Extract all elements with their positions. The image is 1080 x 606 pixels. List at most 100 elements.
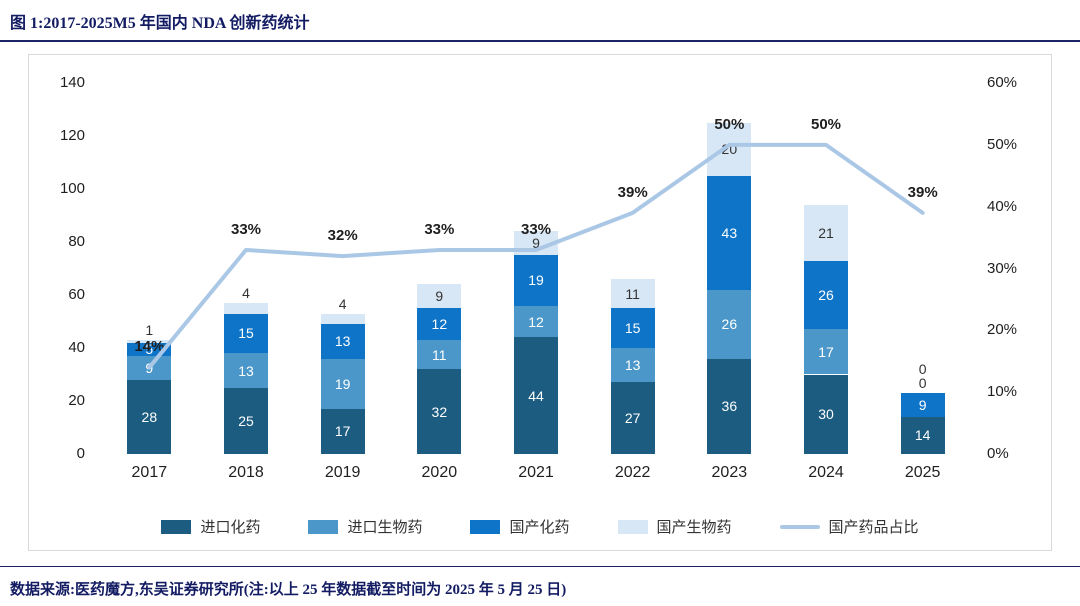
bar-segment-value: 12 [528, 313, 544, 330]
bar-segment [610, 279, 655, 309]
y-axis-left-tick: 0 [76, 445, 85, 462]
legend-label: 进口化药 [200, 519, 261, 536]
bar-segment-value: 9 [435, 288, 444, 305]
bar-segment-value: 5 [145, 341, 154, 358]
bar-segment-value: 4 [242, 284, 250, 301]
line-point-label: 14% [134, 338, 165, 356]
bar-segment [610, 348, 655, 383]
bar-segment [900, 393, 945, 417]
y-axis-right-tick: 40% [987, 197, 1018, 215]
bar-segment-value: 14 [914, 427, 931, 444]
bar-segment-value: 15 [238, 325, 254, 342]
y-axis-right-tick: 10% [987, 383, 1018, 401]
bar-segment-value: 17 [818, 343, 834, 360]
x-axis-category: 2021 [518, 464, 554, 481]
bar-segment-value: 9 [532, 235, 540, 252]
x-axis-category: 2022 [614, 464, 651, 481]
x-axis-category: 2023 [711, 464, 748, 481]
x-axis-category: 2018 [228, 464, 264, 481]
y-axis-left-tick: 100 [59, 180, 85, 197]
bar-segment-value: 17 [334, 423, 351, 440]
figure-title: 图 1:2017-2025M5 年国内 NDA 创新药统计 [10, 15, 310, 32]
bar-segment [707, 289, 752, 359]
bar-segment-value: 36 [721, 398, 738, 415]
legend-label: 国产生物药 [656, 519, 732, 536]
y-axis-right-tick: 50% [987, 135, 1018, 153]
bar-segment [514, 305, 558, 338]
line-point-label: 33% [520, 220, 552, 238]
legend-item: 进口生物药 [308, 516, 422, 537]
y-axis-left-tick: 20 [68, 392, 85, 409]
bar-segment-value: 11 [625, 285, 640, 302]
bar-segment [224, 353, 268, 388]
bar-segment-value: 13 [238, 362, 254, 379]
trend-line [147, 142, 925, 370]
legend-item: 国产药品占比 [779, 516, 919, 537]
legend-line-swatch [779, 524, 820, 529]
x-axis-category: 2017 [131, 464, 168, 481]
bar-segment-value: 11 [432, 346, 447, 363]
bar-segment-value: 26 [721, 316, 738, 333]
bar-segment [224, 313, 268, 354]
y-axis-left-tick: 140 [59, 74, 85, 91]
bar-segment-value: 25 [238, 412, 254, 429]
bar-segment [804, 204, 848, 261]
line-point-label: 33% [424, 220, 455, 238]
bar-segment [417, 284, 462, 309]
bar-segment-value: 19 [528, 272, 544, 289]
bar-segment [127, 379, 172, 454]
x-axis-category: 2020 [421, 464, 458, 481]
bar-segment-value: 44 [528, 387, 544, 404]
y-axis-left-tick: 60 [68, 286, 85, 303]
bar-segment [610, 382, 655, 454]
y-axis-right-tick: 30% [987, 259, 1018, 277]
bar-segment-value: 27 [624, 410, 641, 427]
bar-segment-value: 43 [721, 224, 738, 241]
legend-swatch [308, 519, 339, 534]
y-axis-right-tick: 20% [987, 321, 1018, 339]
bar-segment [707, 175, 752, 290]
y-axis-right-tick: 0% [987, 445, 1009, 462]
bar-segment-value: 26 [818, 287, 834, 303]
bar-segment [707, 122, 752, 176]
bar-segment [224, 387, 268, 454]
bar-segment [417, 340, 462, 370]
bar-segment [320, 408, 365, 454]
bar-segment-value: 13 [624, 357, 641, 374]
bar-segment [514, 255, 558, 306]
bar-segment-value: 15 [624, 320, 641, 337]
y-axis-left-tick: 120 [59, 127, 85, 144]
bar-segment [804, 374, 848, 454]
bar-segment-value: 28 [141, 408, 158, 425]
bar-segment [417, 308, 462, 341]
chart-legend: 进口化药 进口生物药 国产化药 国产生物药 国产药品占比 [29, 516, 1051, 537]
bar-segment [804, 329, 848, 375]
bar-segment-value: 12 [431, 316, 448, 333]
bar-segment-value: 21 [818, 224, 834, 241]
bar-segment-value: 19 [334, 375, 351, 392]
legend-label: 国产化药 [509, 519, 570, 536]
bar-segment [610, 308, 655, 348]
bar-segment [417, 369, 462, 454]
figure-header: 图 1:2017-2025M5 年国内 NDA 创新药统计 [0, 0, 1080, 42]
legend-item: 国产生物药 [617, 516, 732, 537]
source-note: 数据来源:医药魔方,东吴证券研究所(注:以上 25 年数据截至时间为 2025 … [10, 582, 567, 598]
line-point-label: 39% [617, 183, 648, 201]
chart-plot-area: 0 20 40 60 80 100 120 140 0% 10% 20% 30% 40% 50% 60% 20… [29, 55, 1051, 550]
bar-segment [320, 358, 365, 409]
chart-container: 0 20 40 60 80 100 120 140 0% 10% 20% 30% 40% 50% 60% 20… [28, 54, 1052, 551]
legend-swatch [617, 519, 648, 534]
bar-segment [900, 416, 945, 454]
line-point-label: 33% [230, 220, 262, 238]
bar-segment-value: 0 [918, 361, 927, 378]
legend-item: 国产化药 [470, 516, 570, 537]
bar-segment [224, 302, 268, 314]
bar-segment [707, 358, 752, 454]
y-axis-left-tick: 40 [68, 339, 85, 356]
x-axis-category: 2025 [904, 464, 941, 481]
x-axis-category: 2024 [808, 464, 844, 481]
bar-segment-value: 30 [818, 406, 834, 423]
line-point-label: 50% [810, 115, 842, 133]
bar-segment-value: 0 [918, 375, 927, 392]
